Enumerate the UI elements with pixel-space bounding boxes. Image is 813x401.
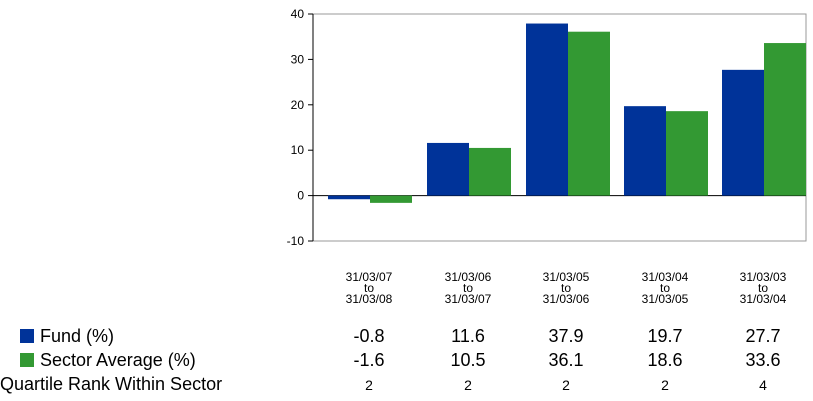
bar-sector [666, 111, 708, 196]
period-label-line: 31/03/04 [739, 292, 787, 306]
quartile-value: 4 [759, 377, 767, 393]
bar-sector [370, 195, 412, 203]
fund-value: 19.7 [647, 326, 683, 346]
fund-value: 11.6 [451, 326, 485, 346]
bar-fund [722, 69, 764, 196]
quartile-value: 2 [365, 377, 373, 393]
period-label-line: to [462, 281, 473, 295]
fund-value: 37.9 [548, 326, 584, 346]
y-tick-label: 0 [297, 189, 304, 203]
chart-axes: 40 30 20 10 0 -10 [287, 7, 807, 248]
bar-sector [469, 147, 511, 196]
bar-fund [526, 23, 568, 196]
period-label: 31/03/05 to 31/03/06 [531, 270, 601, 306]
quartile-value: 2 [661, 377, 669, 393]
y-tick-label: 10 [291, 143, 305, 157]
period-label-line: 31/03/07 [345, 270, 393, 284]
period-label: 31/03/07 to 31/03/08 [334, 270, 404, 306]
period-label-line: 31/03/06 [444, 270, 492, 284]
fund-legend-swatch [20, 329, 34, 343]
quartile-value: 2 [562, 377, 570, 393]
period-label-line: to [560, 281, 571, 295]
period-label-line: to [363, 281, 374, 295]
y-tick-label: -10 [287, 234, 305, 248]
period-label-line: to [757, 281, 768, 295]
fund-value: 27.7 [745, 326, 781, 346]
period-label-line: 31/03/03 [739, 270, 787, 284]
period-label-line: 31/03/06 [542, 292, 590, 306]
y-tick-label: 40 [291, 7, 305, 21]
fund-row-label: Fund (%) [20, 326, 114, 346]
y-tick-label: 30 [291, 52, 305, 66]
period-label: 31/03/06 to 31/03/07 [433, 270, 503, 306]
period-label-line: 31/03/04 [641, 270, 689, 284]
sector-value: 18.6 [647, 350, 683, 370]
sector-legend-swatch [20, 353, 34, 367]
sector-value: 33.6 [745, 350, 781, 370]
fund-value: -0.8 [353, 326, 385, 346]
chart-bars [328, 23, 806, 203]
sector-value: -1.6 [353, 350, 385, 370]
quartile-value: 2 [464, 377, 472, 393]
bar-sector [568, 31, 610, 196]
bar-sector [764, 43, 806, 196]
period-label-line: to [659, 281, 670, 295]
period-label: 31/03/03 to 31/03/04 [728, 270, 798, 306]
quartile-row-label: Quartile Rank Within Sector [0, 374, 223, 394]
fund-label-text: Fund (%) [40, 326, 115, 346]
sector-row-label: Sector Average (%) [20, 350, 196, 370]
period-label-line: 31/03/05 [542, 270, 590, 284]
y-tick-label: 20 [291, 98, 305, 112]
period-label-line: 31/03/05 [641, 292, 689, 306]
sector-value: 10.5 [450, 350, 486, 370]
period-label-line: 31/03/07 [444, 292, 492, 306]
sector-value: 36.1 [548, 350, 584, 370]
bar-fund [427, 142, 469, 196]
period-label: 31/03/04 to 31/03/05 [630, 270, 700, 306]
sector-label-text: Sector Average (%) [40, 350, 196, 370]
bar-fund [328, 195, 370, 200]
bar-chart: 40 30 20 10 0 -10 [287, 7, 807, 248]
period-label-line: 31/03/08 [345, 292, 393, 306]
bar-fund [624, 106, 666, 196]
